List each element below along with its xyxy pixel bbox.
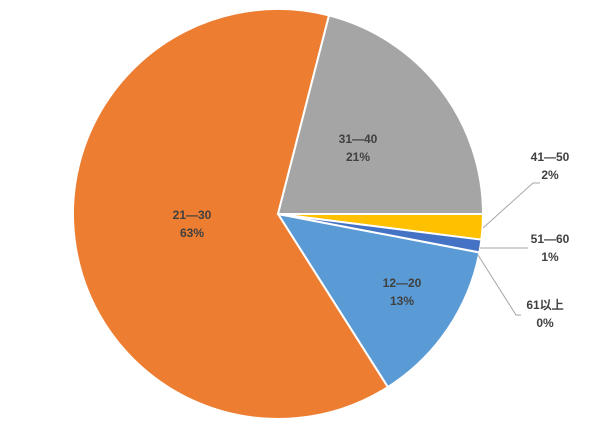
data-label-category: 31—40: [339, 132, 378, 146]
pie-slice-51-60: [277, 213, 483, 254]
data-label-percent: 21%: [346, 150, 370, 164]
data-label-category: 21—30: [173, 208, 212, 222]
data-label-category: 41—50: [531, 150, 570, 164]
data-label-percent: 0%: [536, 316, 554, 330]
data-label-percent: 1%: [541, 250, 559, 264]
data-label-percent: 63%: [180, 226, 204, 240]
leader-line-61: [477, 254, 521, 316]
data-label-percent: 2%: [541, 168, 559, 182]
data-label-category: 61以上: [526, 297, 563, 312]
pie-slice-31-40: [276, 14, 485, 215]
data-label-category: 12—20: [383, 276, 422, 290]
data-label-percent: 13%: [390, 294, 414, 308]
pie-slice-21-30: [72, 8, 390, 420]
leader-line-41-50: [482, 182, 540, 229]
data-label-category: 51—60: [531, 232, 570, 246]
pie-slice-12-20: [275, 212, 481, 389]
